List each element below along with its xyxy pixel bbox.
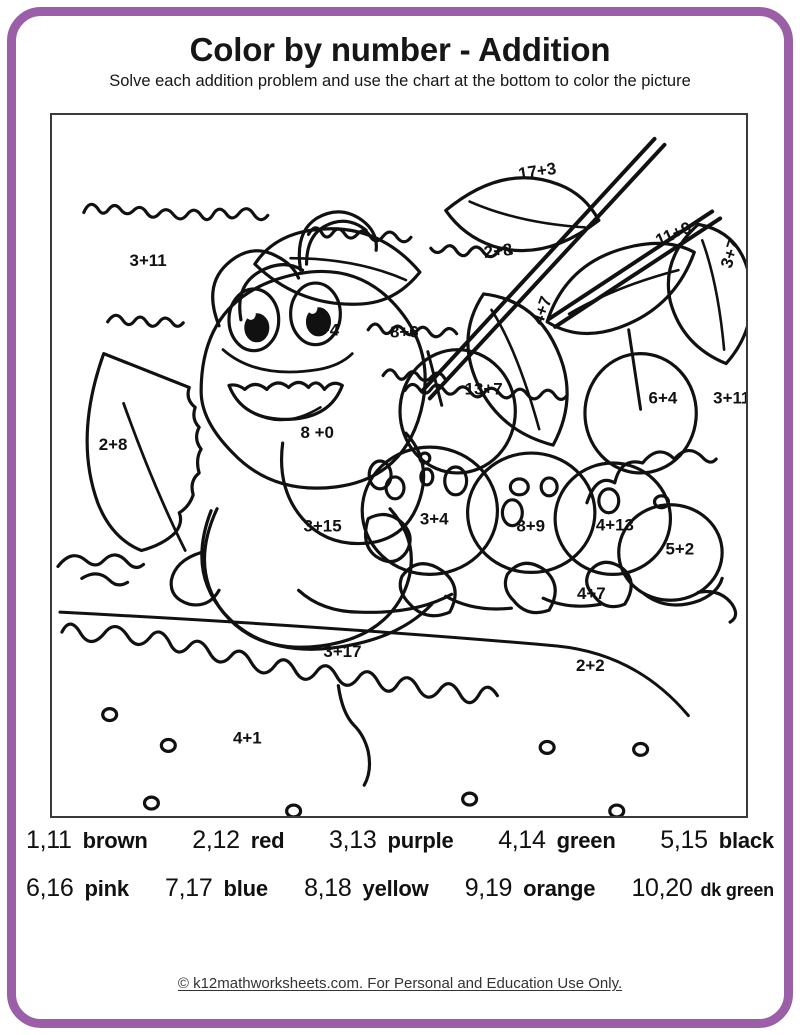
caterpillar-segment-4	[553, 461, 673, 609]
ground-line	[58, 610, 690, 718]
worksheet-header: Color by number - Addition Solve each ad…	[30, 32, 770, 90]
key-numbers: 9,19	[464, 874, 513, 902]
key-color-name: pink	[84, 876, 129, 901]
leaf-center	[466, 292, 569, 447]
illustration-frame: 3+1117+32+811+93+74+74+48+613+76+43+112+…	[50, 113, 748, 818]
leaf-top	[444, 176, 601, 253]
caterpillar-eye-left	[227, 287, 281, 353]
color-key-item: 6,16 pink	[26, 874, 129, 903]
bush-outline-top-left	[82, 202, 270, 222]
key-color-name: dk green	[700, 880, 775, 900]
problem-label-berry-right: 6+4	[649, 388, 678, 407]
problem-label-cat-seg-3: 8+9	[516, 517, 545, 536]
problem-label-cat-neck: 8 +0	[301, 423, 334, 442]
caterpillar-antennae	[211, 210, 378, 328]
page-subtitle: Solve each addition problem and use the …	[109, 71, 691, 90]
ground-scallop-path	[60, 622, 500, 787]
caterpillar-snout	[221, 348, 354, 374]
color-key-item: 7,17 blue	[165, 874, 268, 903]
problem-label-cat-seg-4: 4+13	[596, 516, 634, 535]
key-color-name: black	[718, 828, 774, 853]
problem-label-berry-left: 13+7	[465, 379, 503, 398]
color-key-item: 5,15 black	[660, 826, 774, 855]
key-color-name: brown	[82, 828, 148, 853]
caterpillar-feet	[296, 588, 603, 614]
color-key-item: 2,12 red	[192, 826, 284, 855]
problem-label-cat-seg-1: 3+15	[304, 517, 342, 536]
problem-label-leaf-center: 4+7	[528, 294, 556, 327]
problem-label-caterpillar-cheek: 4+4	[311, 321, 340, 340]
color-key-row: 6,16 pink 7,17 blue 8,18 yellow 9,19 ora…	[26, 874, 774, 922]
caterpillar-body-arch	[169, 509, 434, 651]
problem-label-ground-right: 2+2	[576, 656, 605, 675]
problem-label-leaf-top: 17+3	[517, 159, 558, 184]
grass-bottom-left	[56, 553, 146, 587]
problem-label-bush-upper-left: 3+11	[130, 251, 167, 270]
caterpillar-segment-2	[360, 445, 500, 618]
key-color-name: blue	[223, 876, 269, 901]
coloring-illustration: 3+1117+32+811+93+74+74+48+613+76+43+112+…	[56, 136, 746, 816]
ground-pebbles	[101, 494, 671, 816]
berry-right	[583, 328, 698, 475]
color-key-item: 4,14 green	[498, 826, 616, 855]
caterpillar-segment-3	[466, 451, 597, 615]
caterpillar-segment-1	[202, 507, 413, 649]
copyright-text: © k12mathworksheets.com. For Personal an…	[177, 975, 623, 992]
footer: © k12mathworksheets.com. For Personal an…	[30, 975, 770, 993]
key-numbers: 3,13	[329, 826, 377, 854]
problem-label-ground-lower: 4+1	[233, 728, 262, 747]
problem-label-leaf-bottom-left: 2+8	[99, 435, 128, 454]
color-key-item: 9,19 orange	[465, 874, 596, 903]
caterpillar-mouth	[227, 380, 344, 422]
key-numbers: 2,12	[192, 826, 240, 854]
problem-label-cat-seg-2: 3+4	[420, 510, 449, 529]
page-title: Color by number - Addition	[189, 31, 611, 68]
color-key-item: 10,20 dk green	[631, 874, 774, 903]
branch-main	[419, 136, 723, 401]
problem-label-ground-main: 3+17	[323, 642, 361, 661]
key-color-name: yellow	[362, 876, 429, 901]
key-numbers: 5,15	[660, 826, 708, 854]
problem-label-leaf-far-right: 3+7	[717, 237, 744, 270]
caterpillar-head	[199, 269, 427, 490]
key-color-name: orange	[523, 876, 596, 901]
problem-label-bush-right-edge: 3+11	[713, 388, 746, 407]
color-key-row: 1,11 brown 2,12 red 3,13 purple 4,14 gre…	[26, 826, 774, 874]
leaf-far-right	[666, 222, 746, 366]
leaf-bottom-left	[85, 352, 203, 553]
key-numbers: 10,20	[631, 874, 693, 902]
key-color-name: purple	[387, 828, 454, 853]
bush-cloud-right	[585, 448, 718, 505]
key-color-name: red	[250, 828, 285, 853]
bush-outline-left-small	[106, 313, 185, 328]
problem-label-cat-foot-label: 4+7	[577, 584, 606, 603]
bush-outline-top-right	[306, 226, 513, 259]
key-numbers: 7,17	[165, 874, 213, 902]
problem-label-bush-mid-right: 8+6	[390, 323, 419, 342]
caterpillar-segment-5	[617, 503, 738, 624]
key-numbers: 8,18	[304, 874, 352, 902]
key-numbers: 1,11	[26, 826, 72, 854]
problem-label-cat-seg-5: 5+2	[665, 539, 694, 558]
color-key-item: 1,11 brown	[26, 826, 148, 855]
leaf-right-upper	[545, 241, 696, 336]
key-numbers: 4,14	[498, 826, 546, 854]
caterpillar-eye-right	[289, 281, 342, 347]
leaf-left-upper	[253, 227, 422, 306]
key-color-name: green	[556, 828, 616, 853]
color-key: 1,11 brown 2,12 red 3,13 purple 4,14 gre…	[26, 826, 774, 922]
color-key-item: 8,18 yellow	[304, 874, 429, 903]
color-key-item: 3,13 purple	[329, 826, 454, 855]
key-numbers: 6,16	[26, 874, 74, 902]
problem-label-leaf-left-upper: 2+8	[483, 240, 514, 262]
bush-band-behind-leaves	[403, 382, 569, 401]
